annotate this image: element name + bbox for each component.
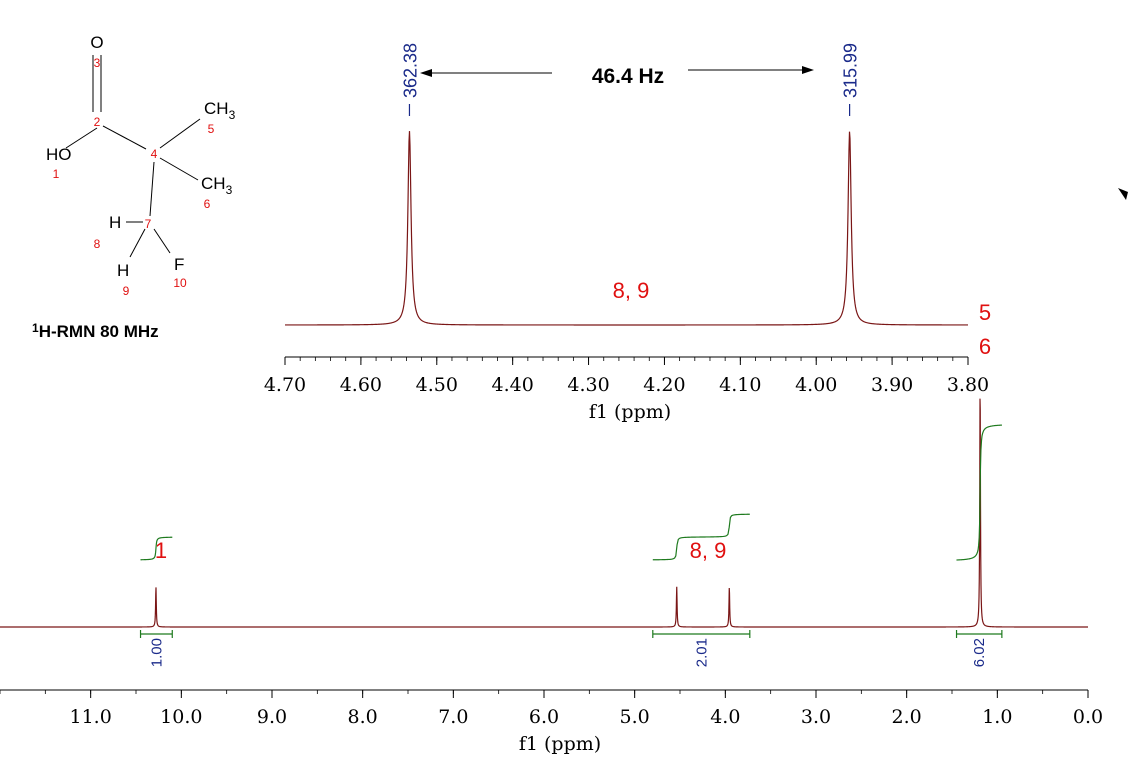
main-assignment-5: 5: [979, 300, 991, 325]
atom-number-2: 2: [94, 115, 101, 129]
main-integrals: 1.00 2.01 6.02: [139, 424, 1003, 667]
inset-tick-label: 3.80: [947, 374, 989, 396]
title-superscript: 1: [32, 321, 39, 335]
atom-number-9: 9: [123, 284, 130, 298]
inset-spectrum: 362.38 315.99 4.70 4.60 4.50 4.40 4.30 4.20 4.1…: [264, 43, 989, 423]
main-tick-label: 2.0: [892, 706, 922, 728]
molecule-structure: O 3 2 HO 1 4 CH3 5 CH3 6 7 H 8 H 9 F 10 …: [32, 33, 236, 341]
main-assignment-8-9: 8, 9: [690, 538, 727, 563]
integral-value: 2.01: [693, 638, 710, 667]
atom-h9: H: [117, 261, 129, 280]
coupling-arrow-right-head: [802, 66, 814, 74]
bond-c4-c6: [159, 157, 199, 181]
atom-h8: H: [109, 213, 121, 232]
inset-tick-label: 4.10: [719, 374, 761, 396]
inset-tick-label: 3.90: [871, 374, 913, 396]
bond-c4-c7: [149, 161, 155, 217]
main-tick-label: 11.0: [70, 706, 112, 728]
bond-c7-f10: [153, 228, 171, 254]
atom-f10: F: [174, 255, 184, 274]
cursor-mark-icon: [1118, 188, 1128, 200]
main-spectrum-line: [0, 398, 1088, 628]
inset-peak-labels: 362.38 315.99: [400, 43, 861, 116]
main-tick-label: 6.0: [529, 706, 559, 728]
integral-value: 6.02: [971, 638, 988, 667]
atom-number-3: 3: [94, 56, 101, 70]
integral-curve: [140, 536, 173, 561]
inset-peak-label: 362.38: [400, 43, 420, 98]
atom-number-8: 8: [94, 237, 101, 251]
inset-tick-label: 4.00: [795, 374, 837, 396]
title-main: H-RMN 80 MHz: [39, 322, 159, 341]
integral-curve: [956, 424, 1002, 561]
integral-curve: [652, 513, 750, 561]
main-assignment-1: 1: [155, 538, 167, 563]
inset-tick-label: 4.70: [264, 374, 306, 396]
spectrum-title: 1H-RMN 80 MHz: [32, 321, 159, 341]
atom-number-10: 10: [173, 276, 187, 290]
inset-spectrum-line: [285, 131, 968, 326]
main-x-axis-label: f1 (ppm): [519, 733, 601, 755]
atom-c5: CH3: [204, 99, 236, 122]
inset-tick-label: 4.60: [340, 374, 382, 396]
inset-peak-label: 315.99: [841, 43, 861, 98]
main-tick-label: 9.0: [257, 706, 287, 728]
integral-value: 1.00: [148, 638, 165, 667]
atom-c6: CH3: [201, 174, 233, 197]
inset-x-axis: 4.70 4.60 4.50 4.40 4.30 4.20 4.10 4.00 3.90 3.80: [264, 356, 989, 396]
main-spectrum: 1.00 2.01 6.02 11.0 10.0 9.0 8.0 7.0 6.0 5.0 4.0 3…: [0, 300, 1103, 755]
bond-c4-c5: [159, 118, 201, 149]
atom-o1: HO: [46, 145, 72, 164]
inset-tick-label: 4.20: [643, 374, 685, 396]
main-tick-label: 8.0: [348, 706, 378, 728]
main-tick-label: 4.0: [710, 706, 740, 728]
inset-assignment-8-9: 8, 9: [613, 278, 650, 303]
main-tick-label: 3.0: [801, 706, 831, 728]
main-tick-label: 7.0: [438, 706, 468, 728]
coupling-arrow-left-head: [420, 69, 432, 77]
inset-tick-label: 4.50: [416, 374, 458, 396]
coupling-constant-label: 46.4 Hz: [592, 65, 664, 88]
inset-tick-label: 4.30: [567, 374, 609, 396]
main-tick-label: 10.0: [160, 706, 202, 728]
bond-c7-h9: [129, 228, 146, 258]
main-tick-label: 5.0: [620, 706, 650, 728]
atom-c6-label: CH3: [201, 174, 233, 197]
inset-tick-label: 4.40: [492, 374, 534, 396]
atom-number-1: 1: [53, 167, 60, 181]
atom-number-5: 5: [208, 122, 215, 136]
atom-number-6: 6: [204, 197, 211, 211]
bond-c2-o1: [65, 127, 98, 149]
main-tick-label: 1.0: [982, 706, 1012, 728]
atom-o3: O: [90, 33, 103, 52]
main-tick-label: 0.0: [1073, 706, 1103, 728]
atom-number-7: 7: [145, 217, 152, 231]
main-assignment-6: 6: [979, 334, 991, 359]
atom-c5-label: CH3: [204, 99, 236, 122]
atom-number-4: 4: [151, 147, 158, 161]
main-x-axis: 11.0 10.0 9.0 8.0 7.0 6.0 5.0 4.0 3.0 2.0 1.0 0.0: [0, 689, 1103, 728]
inset-x-axis-label: f1 (ppm): [589, 401, 671, 423]
bond-c2-c4: [102, 125, 147, 150]
